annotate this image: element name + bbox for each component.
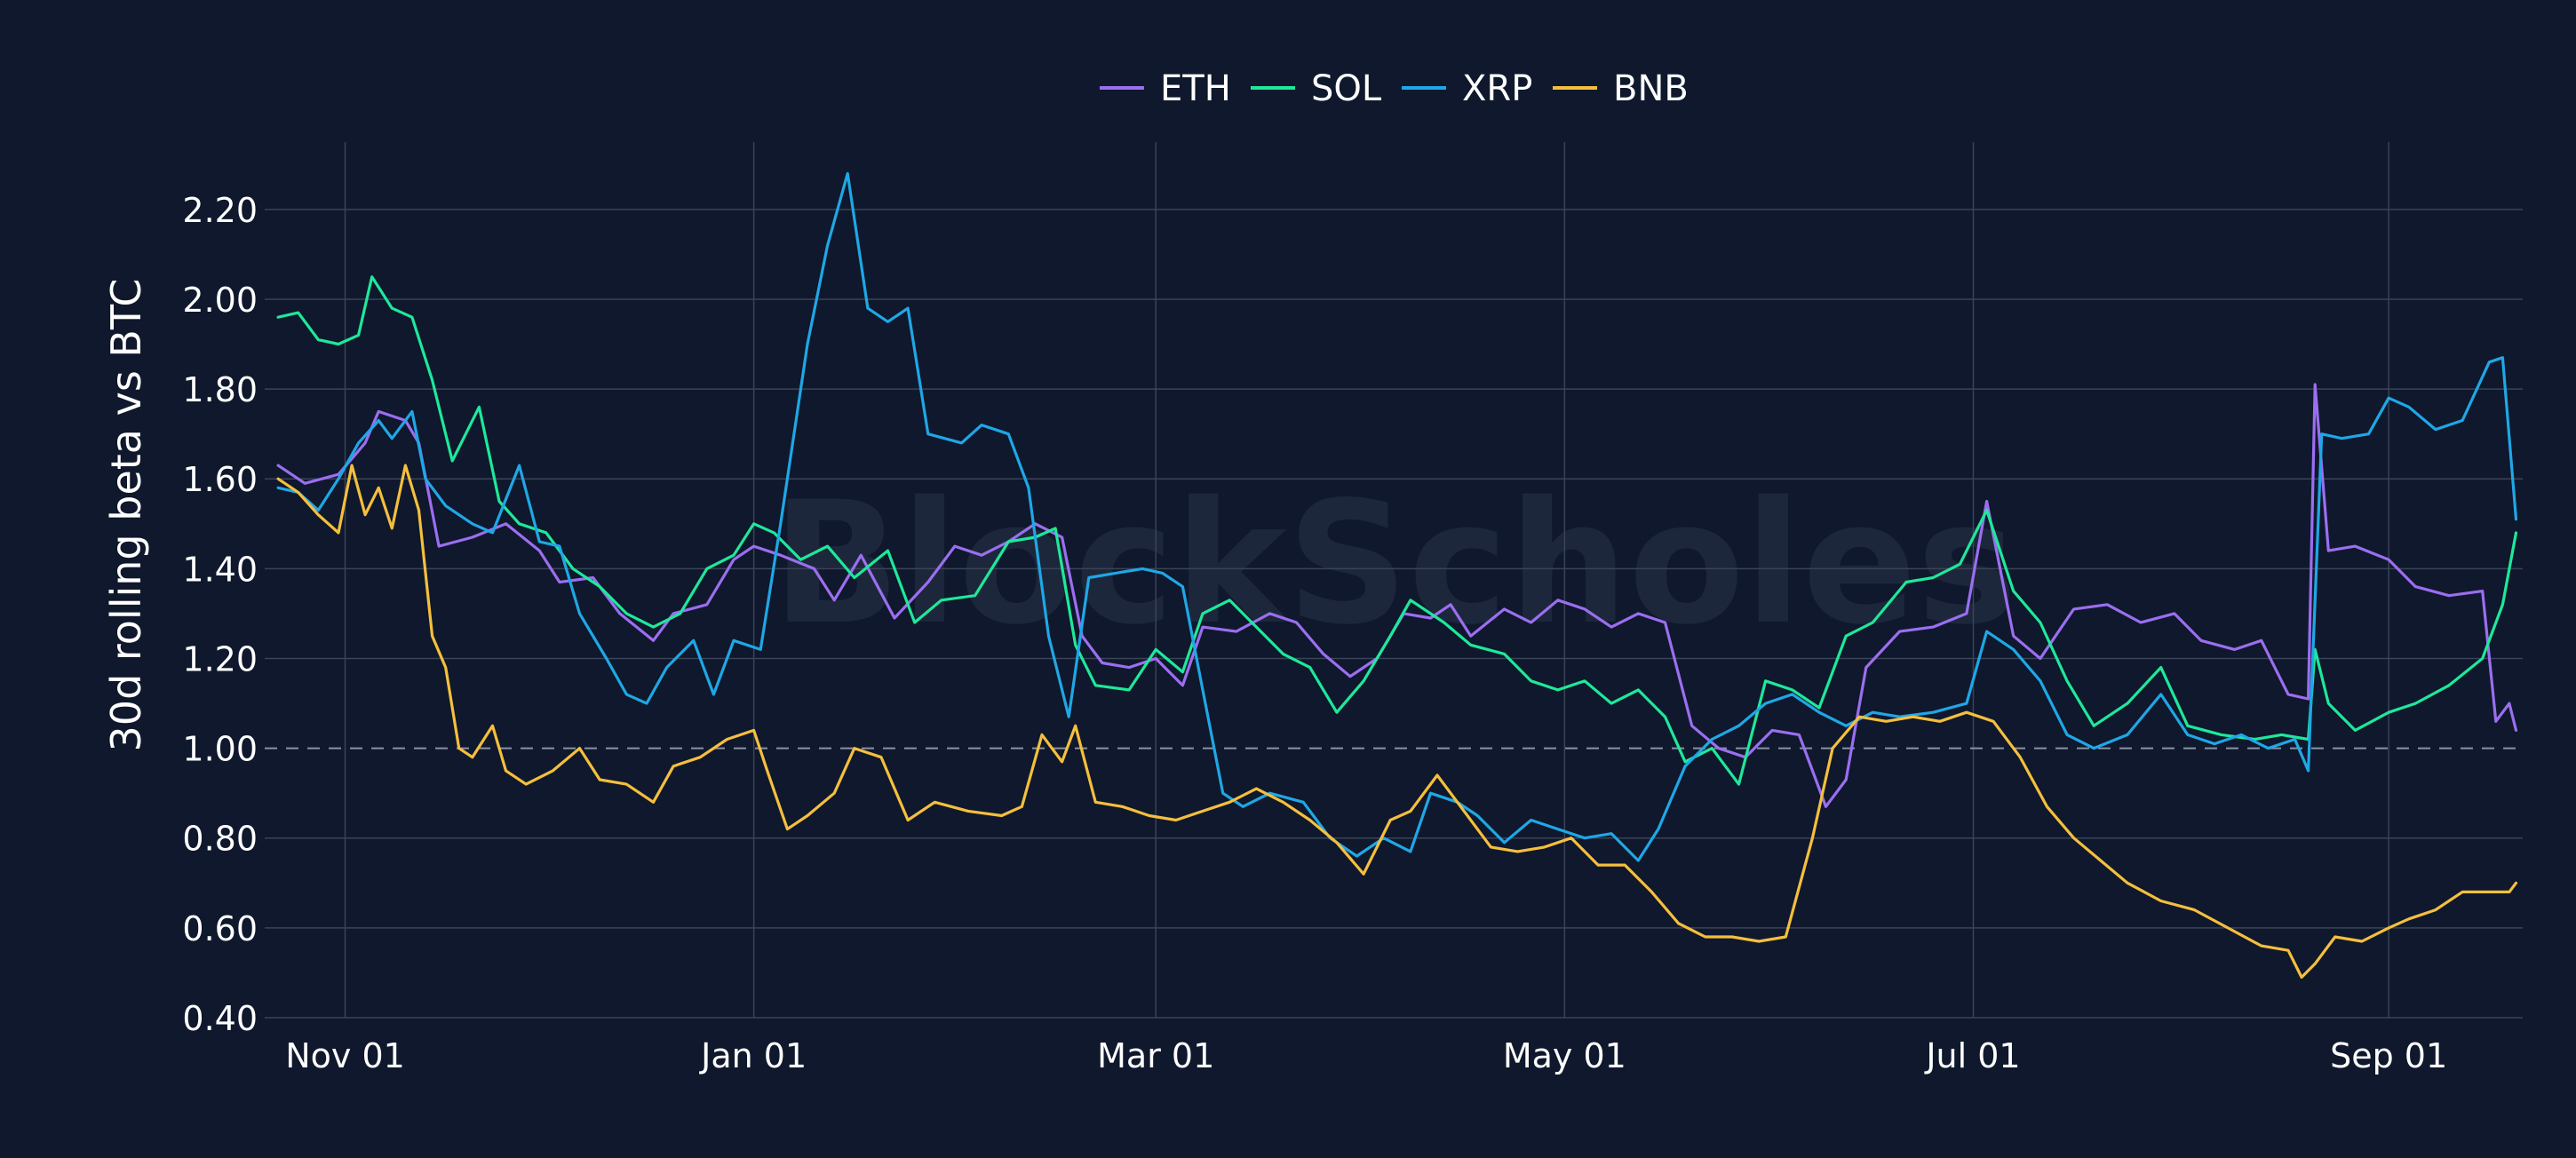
y-axis-ticks: 0.40 0.60 0.80 1.00 1.20 1.40 1.60 1.80 2.00 2.20	[182, 191, 258, 1038]
y-tick-label: 1.20	[182, 639, 258, 678]
legend-item-xrp[interactable]: XRP	[1402, 68, 1532, 109]
legend[interactable]: ETH SOL XRP BNB	[1100, 68, 1689, 109]
legend-label: ETH	[1160, 68, 1231, 109]
y-tick-label: 0.80	[182, 820, 258, 859]
y-tick-label: 1.80	[182, 370, 258, 409]
x-tick-label: Jul 01	[1924, 1036, 2020, 1075]
series-line-bnb	[276, 464, 2518, 980]
y-tick-label: 2.00	[182, 281, 258, 320]
y-tick-label: 0.60	[182, 909, 258, 948]
y-tick-label: 1.00	[182, 730, 258, 769]
series-line-xrp	[276, 171, 2518, 862]
y-axis-label: 30d rolling beta vs BTC	[102, 279, 150, 752]
legend-item-sol[interactable]: SOL	[1251, 68, 1382, 109]
x-tick-label: Sep 01	[2330, 1036, 2447, 1075]
x-tick-label: Mar 01	[1097, 1036, 1214, 1075]
gridlines	[265, 142, 2523, 1019]
x-tick-label: Nov 01	[285, 1036, 405, 1075]
series-line-eth	[276, 383, 2518, 808]
y-tick-label: 0.40	[182, 999, 258, 1038]
x-axis-ticks: Nov 01 Jan 01 Mar 01 May 01 Jul 01 Sep 01	[285, 1036, 2447, 1075]
watermark: BlockScholes	[772, 465, 2017, 662]
x-tick-label: May 01	[1503, 1036, 1626, 1075]
y-tick-label: 1.60	[182, 460, 258, 499]
y-tick-label: 1.40	[182, 550, 258, 589]
legend-item-eth[interactable]: ETH	[1100, 68, 1231, 109]
legend-item-bnb[interactable]: BNB	[1553, 68, 1689, 109]
legend-label: BNB	[1613, 68, 1689, 109]
series-lines	[276, 171, 2518, 980]
legend-label: XRP	[1462, 68, 1532, 109]
y-tick-label: 2.20	[182, 191, 258, 230]
x-tick-label: Jan 01	[699, 1036, 807, 1075]
legend-label: SOL	[1311, 68, 1382, 109]
series-line-sol	[276, 275, 2518, 786]
